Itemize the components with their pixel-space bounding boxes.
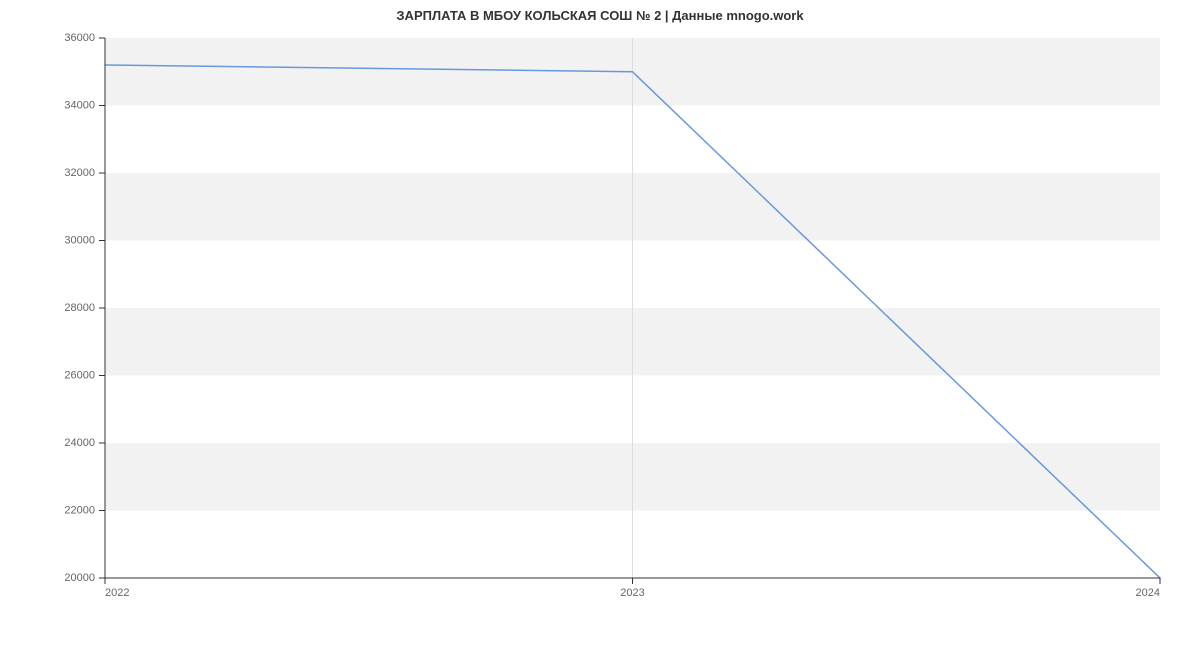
y-tick-label: 20000 (64, 572, 95, 584)
y-tick-label: 26000 (64, 369, 95, 381)
x-tick-label: 2022 (105, 587, 129, 599)
y-tick-label: 24000 (64, 437, 95, 449)
x-tick-label: 2023 (620, 587, 644, 599)
y-tick-label: 34000 (64, 99, 95, 111)
chart-title: ЗАРПЛАТА В МБОУ КОЛЬСКАЯ СОШ № 2 | Данны… (0, 0, 1200, 23)
y-tick-label: 28000 (64, 302, 95, 314)
y-tick-label: 22000 (64, 504, 95, 516)
y-tick-label: 36000 (64, 32, 95, 44)
x-tick-label: 2024 (1136, 587, 1160, 599)
y-tick-label: 32000 (64, 167, 95, 179)
chart-area: 20000 22000 24000 26000 28000 30000 32000 34000… (0, 23, 1200, 643)
line-chart: 20000 22000 24000 26000 28000 30000 32000 34000… (0, 23, 1200, 643)
y-tick-label: 30000 (64, 234, 95, 246)
